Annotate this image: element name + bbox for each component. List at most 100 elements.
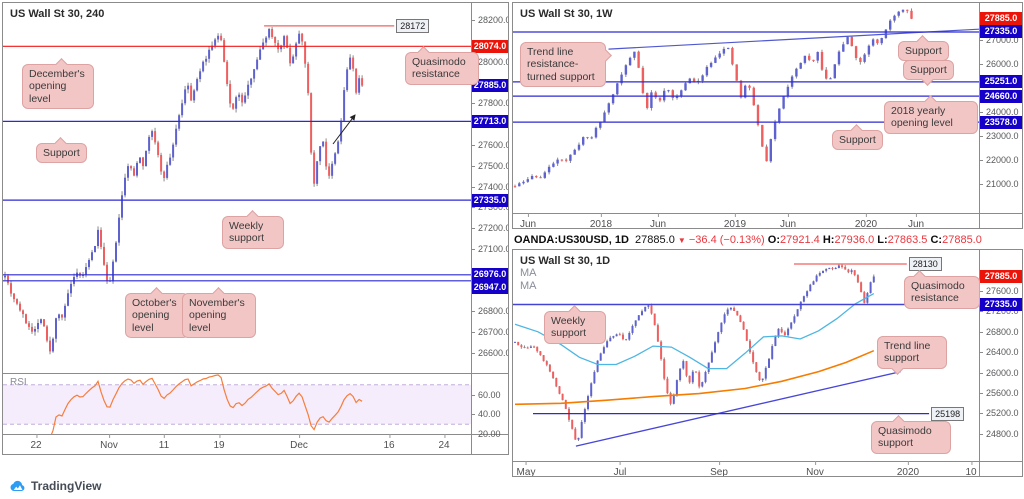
rsi-tick: 40.00 [472, 408, 501, 420]
price-tick: 26000.0 [980, 58, 1019, 70]
price-badge: 24660.0 [980, 89, 1022, 103]
time-axis-weekly[interactable]: Jun 2018 Jun 2019 Jun 2020 Jun [513, 213, 1022, 229]
trend-line[interactable] [575, 370, 901, 447]
price-level-label[interactable]: 28130 [908, 256, 942, 271]
candles [514, 264, 875, 441]
callout-november-opening-level[interactable]: November's opening level [182, 293, 256, 339]
price-axis-4h[interactable]: 28200.0 28000.0 27800.0 27600.0 27500.0 27400… [471, 3, 508, 454]
rsi-tick: 60.00 [472, 389, 501, 401]
callout-quasimodo-support-daily[interactable]: Quasimodo support [871, 421, 951, 454]
callout-trendline-support-daily[interactable]: Trend line support [877, 336, 947, 369]
time-label: Sep [710, 461, 728, 477]
rsi-tick: 20.00 [472, 428, 501, 440]
price-tick: 26800.0 [980, 326, 1019, 338]
tradingview-cloud-icon [10, 480, 25, 491]
price-level-label[interactable]: 25198 [931, 406, 965, 421]
symbol-ohlc-ticker: OANDA:US30USD, 1D 27885.0 ▼ −36.4 (−0.13… [514, 234, 982, 246]
time-label: 19 [213, 434, 225, 451]
price-badge: 27713.0 [472, 114, 508, 128]
price-tick: 26800.0 [472, 305, 508, 317]
ticker-change: −36.4 (−0.13%) [688, 234, 765, 246]
time-label: 22 [30, 434, 42, 451]
callout-quasimodo-resistance-4h[interactable]: Quasimodo resistance [405, 52, 479, 85]
callout-support-weekly-25251[interactable]: Support [903, 60, 954, 81]
ticker-open: 27921.4 [780, 234, 820, 246]
price-tick: 27000.0 [980, 34, 1019, 46]
chart-title-daily: US Wall St 30, 1D [520, 255, 611, 267]
callout-support-27713[interactable]: Support [36, 143, 87, 164]
price-tick: 26600.0 [472, 347, 508, 359]
time-label: 16 [383, 434, 395, 451]
ticker-close-label: C: [930, 234, 943, 246]
price-tick: 24800.0 [980, 428, 1019, 440]
moving-average-line [514, 293, 875, 370]
price-badge: 28074.0 [472, 39, 508, 53]
pane-separator [3, 373, 508, 374]
price-tick: 27800.0 [472, 97, 508, 109]
price-chart-4h-canvas[interactable] [3, 3, 471, 434]
price-tick: 28200.0 [472, 14, 508, 26]
price-tick: 26700.0 [472, 326, 508, 338]
time-label: Nov [100, 434, 118, 451]
price-chart-daily-canvas[interactable] [513, 250, 979, 461]
price-badge: 26976.0 [472, 268, 508, 282]
arrow-annotation[interactable] [332, 114, 356, 145]
price-badge: 26947.0 [472, 281, 508, 295]
price-tick: 27600.0 [980, 285, 1019, 297]
time-axis-4h[interactable]: 22 Nov 11 19 Dec 16 24 [3, 434, 508, 454]
time-label: May [516, 461, 536, 477]
price-badge: 23578.0 [980, 115, 1022, 129]
price-badge: 27335.0 [980, 298, 1022, 312]
callout-weekly-support-4h[interactable]: Weekly support [222, 216, 284, 249]
price-badge: 25251.0 [980, 75, 1022, 89]
price-tick: 23000.0 [980, 130, 1019, 142]
callout-trendline-resistance-turned-support[interactable]: Trend line resistance- turned support [520, 42, 606, 88]
callout-weekly-support-daily[interactable]: Weekly support [544, 311, 606, 344]
time-label: 2020 [896, 461, 920, 477]
price-tick: 27200.0 [472, 222, 508, 234]
price-axis-daily[interactable]: 27600.0 27200.0 26800.0 26400.0 26000.0 25600… [979, 250, 1022, 476]
time-label: 24 [438, 434, 450, 451]
time-label: Jun [519, 213, 537, 229]
moving-average-line [514, 349, 875, 406]
price-tick: 26000.0 [980, 367, 1019, 379]
price-tick: 27500.0 [472, 160, 508, 172]
callout-support-weekly-27335[interactable]: Support [898, 41, 949, 62]
price-tick: 27300.0 [472, 201, 508, 213]
callout-support-weekly-23578[interactable]: Support [832, 130, 883, 151]
ticker-low-label: L: [877, 234, 888, 246]
time-axis-daily[interactable]: May Jul Sep Nov 2020 10 [513, 461, 1022, 477]
rsi-band [3, 384, 471, 425]
price-axis-weekly[interactable]: 27000.0 26000.0 24000.0 23000.0 22000.0 21000… [979, 3, 1022, 228]
ticker-high-label: H: [822, 234, 835, 246]
ticker-low: 27863.5 [887, 234, 928, 246]
rsi-indicator-label: RSI [10, 377, 27, 388]
time-label: Jun [907, 213, 925, 229]
rsi-line [50, 374, 363, 434]
price-badge: 27885.0 [472, 79, 508, 93]
callout-december-opening-level[interactable]: December's opening level [22, 64, 94, 110]
price-tick: 25600.0 [980, 387, 1019, 399]
price-tick: 22000.0 [980, 154, 1019, 166]
ticker-open-label: O: [767, 234, 780, 246]
callout-quasimodo-resistance-daily[interactable]: Quasimodo resistance [904, 276, 980, 309]
ma-legend-1: MA [520, 267, 537, 279]
callout-2018-yearly-opening-level[interactable]: 2018 yearly opening level [884, 101, 978, 134]
price-badge: 27885.0 [980, 12, 1022, 26]
chart-title-weekly: US Wall St 30, 1W [520, 8, 613, 20]
tradingview-logo[interactable]: TradingView [8, 479, 101, 493]
ticker-symbol: OANDA:US30USD, 1D [514, 234, 629, 246]
time-label: 2020 [854, 213, 878, 229]
price-level-label[interactable]: 28172 [396, 18, 430, 33]
time-label: Nov [806, 461, 824, 477]
time-label: Dec [290, 434, 308, 451]
price-tick: 21000.0 [980, 178, 1019, 190]
price-tick: 27400.0 [472, 181, 508, 193]
chart-title-4h: US Wall St 30, 240 [10, 8, 105, 20]
ticker-last: 27885.0 [635, 234, 675, 246]
price-tick: 27200.0 [980, 305, 1019, 317]
callout-october-opening-level[interactable]: October's opening level [125, 293, 189, 339]
price-tick: 25200.0 [980, 407, 1019, 419]
price-badge: 27335.0 [980, 25, 1022, 39]
